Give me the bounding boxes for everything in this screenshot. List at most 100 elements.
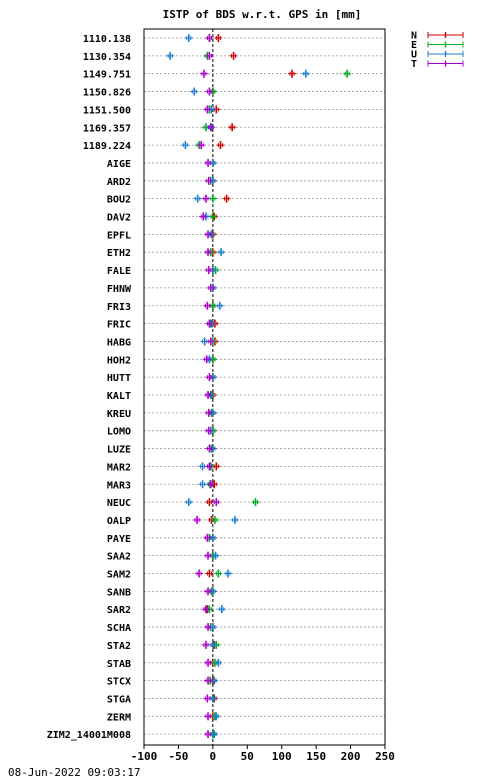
marker-U bbox=[301, 69, 310, 78]
marker-U bbox=[217, 605, 226, 614]
marker-U bbox=[215, 301, 224, 310]
y-tick-label: 1151.500 bbox=[83, 105, 131, 116]
legend-label: N bbox=[411, 31, 417, 42]
chart-title: ISTP of BDS w.r.t. GPS in [mm] bbox=[163, 8, 362, 21]
marker-T bbox=[205, 444, 214, 453]
y-tick-label: ZIM2_14001M008 bbox=[47, 730, 131, 741]
x-tick-label: 50 bbox=[241, 750, 254, 763]
plot-frame bbox=[143, 28, 386, 746]
marker-T bbox=[204, 551, 213, 560]
x-tick-label: 150 bbox=[306, 750, 326, 763]
marker-T bbox=[205, 319, 214, 328]
y-tick-label: ZERM bbox=[107, 712, 131, 723]
y-tick-label: 1169.357 bbox=[83, 123, 131, 134]
marker-U bbox=[181, 141, 190, 150]
marker-U bbox=[184, 498, 193, 507]
marker-T bbox=[199, 69, 208, 78]
marker-U bbox=[224, 569, 233, 578]
y-tick-label: STCX bbox=[107, 677, 131, 688]
marker-T bbox=[204, 712, 213, 721]
marker-T bbox=[201, 605, 210, 614]
marker-N bbox=[228, 123, 237, 132]
marker-T bbox=[206, 337, 215, 346]
y-tick-label: STAB bbox=[107, 659, 131, 670]
y-tick-label: KREU bbox=[107, 409, 131, 420]
marker-T bbox=[206, 283, 215, 292]
y-tick-label: MAR2 bbox=[107, 462, 131, 473]
y-tick-label: 1189.224 bbox=[83, 141, 131, 152]
y-tick-label: OALP bbox=[107, 516, 131, 527]
y-tick-label: EPFL bbox=[107, 230, 131, 241]
marker-T bbox=[206, 480, 215, 489]
y-tick-label: ARD2 bbox=[107, 177, 131, 188]
marker-T bbox=[201, 640, 210, 649]
y-tick-label: 1149.751 bbox=[83, 70, 131, 81]
marker-E bbox=[343, 69, 352, 78]
marker-E bbox=[208, 194, 217, 203]
marker-N bbox=[216, 141, 225, 150]
y-tick-label: STA2 bbox=[107, 641, 131, 652]
y-tick-label: SANB bbox=[107, 587, 131, 598]
y-tick-label: SAR2 bbox=[107, 605, 131, 616]
marker-N bbox=[288, 69, 297, 78]
marker-N bbox=[205, 569, 214, 578]
marker-U bbox=[212, 712, 221, 721]
y-tick-label: HOH2 bbox=[107, 355, 131, 366]
y-tick-label: 1150.826 bbox=[83, 88, 131, 99]
marker-U bbox=[217, 248, 226, 257]
marker-T bbox=[204, 391, 213, 399]
marker-T bbox=[193, 515, 202, 524]
x-tick-label: -50 bbox=[168, 750, 188, 763]
data-markers bbox=[166, 34, 352, 739]
marker-T bbox=[205, 87, 214, 96]
legend-label: U bbox=[411, 50, 417, 61]
x-tick-labels: -100 -50 0 50 100 150 200 250 bbox=[131, 745, 395, 763]
y-tick-label: SCHA bbox=[107, 623, 131, 634]
marker-T bbox=[204, 230, 213, 239]
marker-U bbox=[214, 658, 223, 667]
marker-E bbox=[210, 515, 219, 524]
y-tick-label: FALE bbox=[107, 266, 131, 277]
y-tick-label: FHNW bbox=[107, 284, 132, 295]
marker-U bbox=[190, 87, 199, 96]
marker-T bbox=[206, 123, 215, 132]
marker-E bbox=[251, 498, 260, 507]
y-tick-label: HABG bbox=[107, 337, 131, 348]
y-tick-label: MAR3 bbox=[107, 480, 131, 491]
marker-T bbox=[205, 51, 214, 60]
marker-T bbox=[202, 355, 211, 364]
marker-N bbox=[229, 51, 238, 60]
marker-T bbox=[201, 194, 210, 203]
marker-T bbox=[199, 212, 208, 221]
marker-U bbox=[184, 34, 193, 42]
marker-T bbox=[204, 248, 213, 257]
marker-T bbox=[197, 141, 206, 150]
marker-T bbox=[205, 34, 214, 42]
marker-U bbox=[166, 51, 175, 60]
y-tick-label: DAV2 bbox=[107, 213, 131, 224]
y-tick-label: BOU2 bbox=[107, 195, 131, 206]
marker-T bbox=[203, 694, 212, 703]
marker-U bbox=[198, 480, 207, 489]
marker-E bbox=[208, 212, 217, 221]
y-tick-label: NEUC bbox=[107, 498, 131, 509]
timestamp: 08-Jun-2022 09:03:17 bbox=[8, 766, 141, 779]
y-tick-label: LOMO bbox=[107, 427, 131, 438]
x-tick-label: -100 bbox=[131, 750, 158, 763]
marker-T bbox=[205, 373, 214, 382]
y-tick-label: 1130.354 bbox=[83, 52, 131, 63]
marker-T bbox=[203, 533, 212, 542]
y-tick-labels: 1110.138 1130.354 1149.751 1150.826 1151.500… bbox=[47, 34, 132, 741]
marker-U bbox=[211, 551, 220, 560]
marker-T bbox=[204, 176, 213, 185]
marker-U bbox=[193, 194, 202, 203]
marker-T bbox=[204, 587, 213, 596]
marker-T bbox=[204, 730, 213, 739]
y-tick-label: 1110.138 bbox=[83, 34, 131, 45]
marker-T bbox=[212, 498, 221, 507]
marker-T bbox=[203, 301, 212, 310]
marker-N bbox=[214, 34, 223, 42]
marker-U bbox=[198, 462, 207, 471]
y-tick-label: FRIC bbox=[107, 320, 131, 331]
y-tick-label: AIGE bbox=[107, 159, 131, 170]
